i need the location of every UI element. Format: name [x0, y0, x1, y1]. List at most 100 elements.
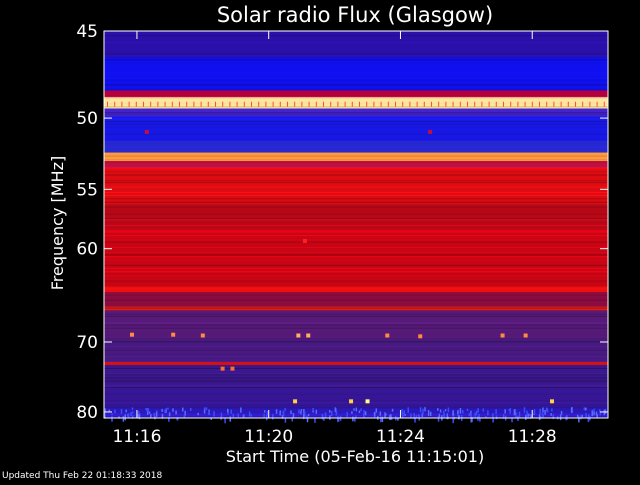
- noise-speckle: [422, 408, 424, 415]
- noise-speckle: [127, 413, 130, 419]
- band-tick-speckle: [143, 101, 144, 107]
- band-tick-speckle: [351, 101, 353, 107]
- noise-speckle: [478, 414, 480, 418]
- y-tick-label: 45: [76, 22, 98, 42]
- noise-speckle: [452, 410, 454, 415]
- band-texture: [104, 83, 608, 85]
- band-texture: [104, 334, 608, 336]
- band-texture: [104, 31, 608, 33]
- noise-speckle: [401, 412, 404, 418]
- band-tick-speckle: [150, 101, 152, 107]
- noise-speckle: [446, 413, 449, 420]
- band-tick-speckle: [546, 101, 548, 107]
- band-texture: [104, 167, 608, 169]
- band-texture: [104, 377, 608, 379]
- noise-speckle: [545, 407, 548, 411]
- noise-speckle: [337, 416, 339, 423]
- noise-speckle: [220, 412, 223, 418]
- noise-speckle: [429, 411, 432, 416]
- noise-speckle: [237, 413, 239, 418]
- frequency-band: [104, 161, 608, 168]
- band-texture: [104, 123, 608, 125]
- burst-point: [385, 333, 390, 338]
- noise-speckle: [130, 411, 132, 417]
- noise-speckle: [324, 412, 327, 419]
- band-texture: [104, 174, 608, 176]
- band-texture: [104, 413, 608, 415]
- noise-speckle: [541, 412, 544, 416]
- frequency-band: [104, 152, 608, 162]
- noise-speckle: [118, 416, 120, 419]
- band-texture: [104, 168, 608, 170]
- noise-speckle: [487, 410, 489, 415]
- noise-speckle: [470, 416, 472, 423]
- band-tick-speckle: [215, 101, 216, 107]
- noise-speckle: [526, 410, 528, 417]
- noise-speckle: [581, 414, 583, 418]
- noise-speckle: [514, 409, 516, 415]
- frequency-band: [104, 116, 608, 141]
- burst-point: [523, 333, 528, 338]
- band-texture: [104, 256, 608, 258]
- noise-speckle: [300, 409, 303, 412]
- noise-speckle: [224, 417, 226, 424]
- band-texture: [104, 197, 608, 199]
- band-tick-speckle: [488, 101, 490, 107]
- band-texture: [104, 93, 608, 95]
- band-tick-speckle: [301, 101, 303, 107]
- band-texture: [104, 341, 608, 343]
- noise-speckle: [584, 407, 587, 411]
- band-texture: [104, 66, 608, 68]
- noise-speckle: [321, 413, 324, 420]
- band-texture: [104, 327, 608, 329]
- noise-speckle: [599, 409, 601, 413]
- band-tick-speckle: [114, 101, 116, 107]
- noise-speckle: [452, 417, 454, 424]
- noise-speckle: [511, 417, 513, 423]
- band-texture: [104, 324, 608, 326]
- band-tick-speckle: [251, 101, 252, 107]
- noise-speckle: [265, 414, 268, 421]
- burst-point: [144, 129, 149, 134]
- x-axis-ticks: 11:16 11:20 11:24 11:28: [112, 31, 557, 447]
- band-tick-speckle: [128, 101, 130, 107]
- noise-speckle: [275, 409, 278, 414]
- band-texture: [104, 84, 608, 86]
- band-texture: [104, 318, 608, 320]
- noise-speckle: [281, 414, 284, 419]
- noise-speckle: [560, 411, 563, 415]
- noise-speckle: [380, 416, 382, 423]
- noise-speckle: [337, 417, 340, 422]
- noise-speckle: [329, 415, 331, 420]
- noise-speckle: [126, 413, 129, 417]
- burst-point: [306, 333, 311, 338]
- noise-speckle: [373, 412, 376, 417]
- band-tick-speckle: [474, 101, 476, 107]
- noise-speckle: [137, 413, 140, 418]
- frequency-band: [104, 97, 608, 109]
- noise-speckle: [452, 413, 455, 416]
- band-tick-speckle: [330, 101, 332, 107]
- noise-speckle: [438, 413, 441, 417]
- band-tick-speckle: [380, 101, 382, 107]
- noise-speckle: [566, 415, 568, 420]
- noise-speckle: [502, 414, 505, 419]
- noise-speckle: [404, 413, 406, 417]
- band-tick-speckle: [366, 101, 368, 107]
- band-texture: [104, 271, 608, 273]
- noise-speckle: [599, 412, 602, 416]
- band-tick-speckle: [258, 101, 260, 107]
- noise-speckle: [306, 415, 308, 419]
- band-tick-speckle: [344, 101, 346, 107]
- noise-speckle: [360, 408, 362, 412]
- band-texture: [104, 184, 608, 186]
- burst-point: [418, 334, 423, 339]
- burst-point: [428, 129, 433, 134]
- noise-speckle: [315, 409, 318, 414]
- noise-speckle: [114, 409, 116, 414]
- burst-point: [550, 399, 554, 404]
- noise-speckle: [443, 410, 445, 417]
- noise-speckle: [525, 414, 527, 420]
- band-texture: [104, 264, 608, 266]
- band-texture: [104, 390, 608, 392]
